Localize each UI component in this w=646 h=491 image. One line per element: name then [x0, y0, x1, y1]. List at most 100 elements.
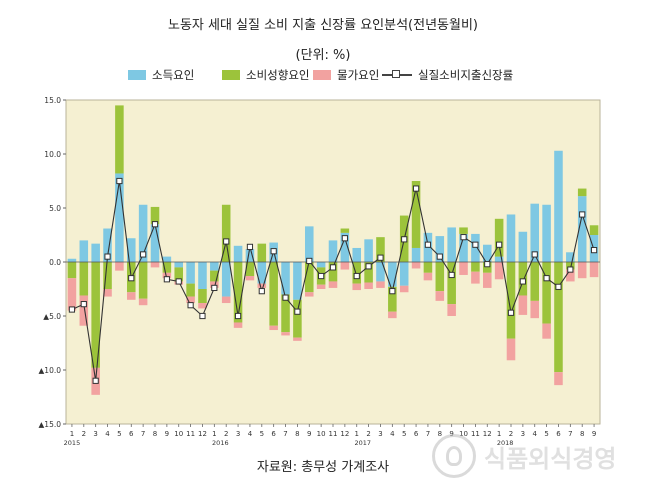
x-tick-label: 3	[378, 430, 382, 438]
line-point	[234, 312, 242, 320]
bar-propensity	[115, 105, 124, 174]
line-point	[175, 278, 182, 285]
year-label: 2016	[212, 439, 229, 447]
bar-propensity	[423, 262, 433, 273]
line-point	[246, 243, 254, 250]
bar-income	[162, 256, 172, 262]
legend-income: 소득요인	[128, 66, 194, 84]
bar-price	[482, 272, 492, 288]
x-tick-label: 11	[329, 430, 338, 438]
line-point	[496, 241, 503, 248]
line-point	[187, 302, 194, 309]
line-point	[484, 261, 491, 268]
line-point	[270, 248, 277, 255]
bar-income	[554, 150, 563, 262]
bar-price	[245, 276, 255, 281]
bar-price	[388, 311, 397, 319]
line-point	[223, 238, 230, 245]
line-point	[424, 241, 432, 248]
bar-income	[435, 236, 445, 262]
bar-income	[126, 238, 136, 262]
bar-propensity	[376, 237, 385, 262]
bar-income	[103, 228, 112, 262]
bar-income	[186, 262, 195, 284]
line-point	[306, 257, 313, 265]
y-tick-label: 15.0	[44, 96, 61, 105]
bar-price	[494, 262, 504, 280]
bar-price	[577, 262, 587, 279]
x-tick-label: 10	[174, 430, 183, 438]
line-point	[531, 251, 538, 258]
bar-propensity	[245, 262, 255, 277]
line-point	[294, 308, 301, 315]
bar-income	[542, 204, 551, 262]
bar-price	[340, 262, 350, 270]
bar-price	[103, 289, 112, 297]
bar-price	[293, 337, 302, 341]
bar-income	[399, 262, 409, 286]
x-tick-label: 7	[568, 430, 572, 438]
legend-propensity: 소비성향요인	[222, 66, 309, 84]
bar-income	[352, 247, 362, 262]
x-tick-label: 12	[198, 430, 207, 438]
bar-propensity	[91, 262, 100, 368]
line-point	[116, 177, 123, 185]
x-tick-label: 9	[165, 430, 169, 438]
bar-propensity	[293, 299, 302, 338]
line-point	[555, 283, 562, 290]
x-tick-label: 3	[93, 430, 97, 438]
bar-propensity	[566, 262, 575, 270]
bar-price	[376, 281, 385, 288]
line-point	[80, 301, 87, 308]
x-tick-label: 2	[509, 430, 513, 438]
x-tick-label: 6	[271, 430, 276, 438]
line-point	[68, 306, 76, 313]
legend-price-label: 물가요인	[337, 68, 380, 82]
bar-income	[340, 232, 350, 262]
bar-propensity	[67, 262, 77, 279]
x-tick-label: 2	[366, 430, 370, 438]
bar-price	[589, 262, 599, 278]
bar-propensity	[174, 267, 184, 282]
x-tick-label: 5	[544, 430, 548, 438]
legend-income-label: 소득요인	[152, 68, 195, 82]
bar-income	[115, 173, 124, 262]
bar-price	[210, 281, 219, 288]
x-tick-label: 9	[592, 430, 596, 438]
bar-price	[328, 281, 338, 288]
bar-income	[471, 233, 480, 262]
y-tick-label: ▲15.0	[39, 420, 62, 429]
line-point	[128, 275, 135, 282]
line-point	[282, 294, 289, 301]
line-point	[389, 288, 396, 295]
line-point	[151, 221, 159, 228]
bar-propensity	[210, 270, 219, 282]
bar-price	[115, 262, 124, 271]
bar-price	[257, 283, 267, 288]
x-tick-label: 5	[117, 430, 121, 438]
bar-price	[506, 338, 516, 361]
bar-propensity	[364, 262, 373, 283]
year-label: 2015	[64, 439, 81, 447]
line-point	[412, 185, 420, 192]
bar-price	[150, 262, 160, 268]
bar-income	[459, 233, 468, 262]
line-point	[472, 241, 479, 248]
line-point	[341, 235, 348, 242]
bar-price	[233, 322, 243, 328]
x-tick-label: 4	[105, 430, 110, 438]
bar-propensity	[328, 262, 338, 282]
bar-price	[281, 332, 290, 336]
x-tick-label: 10	[317, 430, 326, 438]
x-tick-label: 7	[283, 430, 287, 438]
x-tick-label: 5	[402, 430, 406, 438]
line-point	[579, 211, 586, 218]
x-tick-label: 2	[82, 430, 86, 438]
bar-income	[328, 240, 338, 262]
bar-price	[316, 284, 326, 289]
bar-propensity	[198, 289, 207, 304]
x-tick-label: 11	[186, 430, 195, 438]
legend-real-spending: 실질소비지출신장률	[382, 66, 513, 84]
bar-price	[304, 292, 314, 297]
bar-income	[364, 239, 373, 262]
